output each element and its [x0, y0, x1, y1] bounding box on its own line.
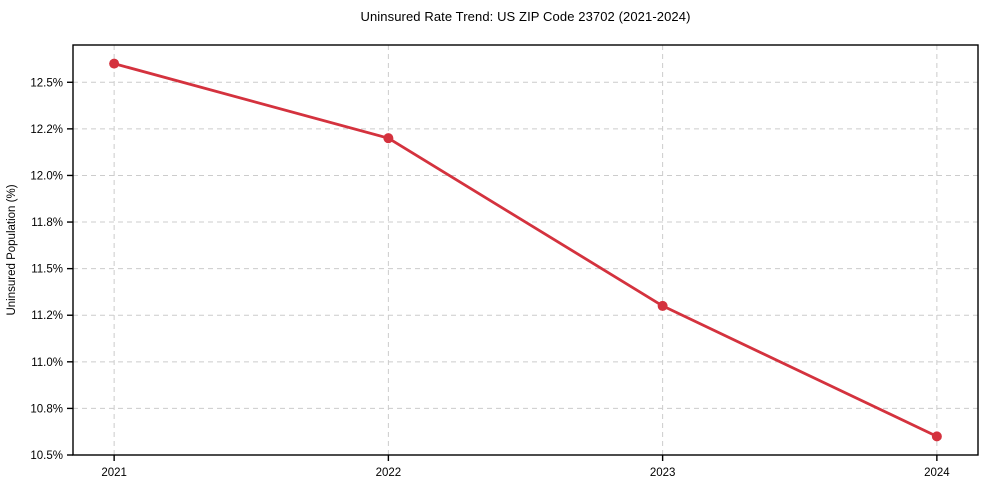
x-tick-label: 2022: [376, 467, 402, 479]
data-point: [931, 431, 942, 442]
y-tick-label: 11.2%: [31, 310, 63, 322]
y-tick-label: 12.2%: [30, 124, 63, 136]
x-tick-label: 2023: [650, 467, 676, 479]
x-tick-label: 2021: [101, 467, 127, 479]
y-tick-label: 10.8%: [30, 403, 63, 415]
y-tick-label: 11.0%: [31, 357, 63, 369]
y-tick-label: 12.0%: [30, 170, 63, 182]
y-tick-label: 12.5%: [30, 77, 63, 89]
plot-border: [72, 44, 979, 456]
y-tick-label: 11.5%: [31, 264, 63, 276]
trend-line: [112, 62, 939, 438]
y-axis-label: Uninsured Population (%): [6, 184, 18, 315]
data-point: [657, 300, 668, 311]
chart-title: Uninsured Rate Trend: US ZIP Code 23702 …: [360, 9, 691, 24]
x-tick-label: 2024: [924, 467, 950, 479]
y-tick-label: 10.5%: [30, 450, 63, 462]
data-point: [383, 133, 394, 144]
data-point: [109, 58, 120, 69]
y-tick-label: 11.8%: [31, 217, 63, 229]
